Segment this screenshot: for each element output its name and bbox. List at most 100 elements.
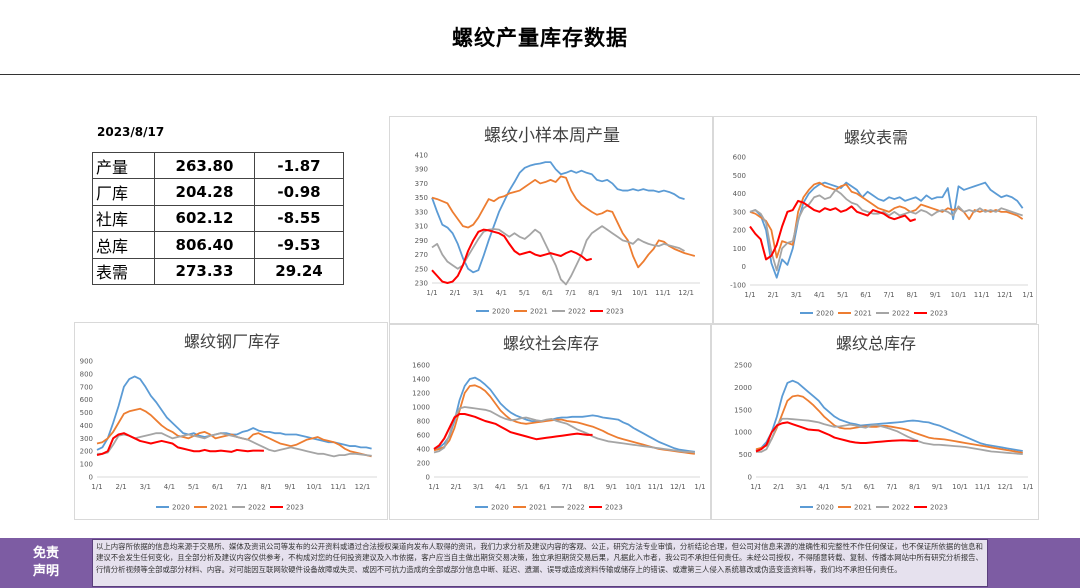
series-line-2023 [431, 228, 593, 284]
x-tick-label: 10/1 [951, 291, 967, 299]
x-tick-label: 3/1 [473, 483, 484, 491]
x-tick-label: 1/1 [750, 483, 761, 491]
stats-table: 产量 263.80 -1.87 厂库 204.28 -0.98 社库 602.12 -8.55 总… [92, 151, 344, 285]
chart-demand-svg: 螺纹表需 -100 0 100 200 300 400 500 600 1/1 2/1 3/1 4/1 5… [730, 128, 1034, 318]
x-tick-label: 1/1 [694, 483, 705, 491]
series-line-2020 [433, 376, 696, 453]
x-tick-label: 11/1 [648, 483, 664, 491]
y-tick-label: 500 [80, 409, 93, 417]
stat-change: -8.55 [254, 204, 344, 233]
series-line-2022 [756, 417, 1023, 456]
stat-name: 表需 [92, 257, 155, 285]
y-tick-label: 400 [733, 190, 746, 198]
series-line-2022 [749, 189, 1023, 272]
chart-total: 螺纹总库存 0 500 1000 1500 2000 2500 1/1 2/1 3/1 4/1 5/1… [711, 324, 1039, 520]
y-tick-label: 400 [417, 446, 430, 454]
x-tick-label: 4/1 [496, 289, 507, 297]
x-tick-label: 12/1 [997, 483, 1013, 491]
y-tick-label: 500 [739, 451, 752, 459]
x-tick-label: 6/1 [212, 483, 223, 491]
chart-demand: 螺纹表需 -100 0 100 200 300 400 500 600 1/1 2/1 3/1 4/1 5… [713, 116, 1037, 324]
x-tick-label: 10/1 [626, 483, 642, 491]
y-tick-label: 1000 [734, 429, 752, 437]
x-tick-label: 1/1 [1022, 291, 1033, 299]
x-tick-label: 11/1 [974, 291, 990, 299]
report-date: 2023/8/17 [97, 125, 165, 139]
series-line-2021 [433, 384, 696, 455]
y-tick-label: 0 [426, 474, 430, 482]
series-line-2023 [433, 413, 593, 450]
stat-change: -9.53 [254, 231, 344, 259]
x-tick-label: 3/1 [140, 483, 151, 491]
series-line-2022 [431, 225, 685, 286]
series-line-2023 [755, 421, 919, 453]
chart-social: 螺纹社会库存 0 200 400 600 800 1000 1200 1400 1600 1/1 2/… [389, 324, 711, 520]
y-tick-label: 300 [80, 435, 93, 443]
y-tick-label: 290 [415, 237, 428, 245]
legend-label: 2020 [491, 504, 509, 512]
x-tick-label: 8/1 [909, 483, 920, 491]
stat-name: 厂库 [92, 178, 155, 206]
y-tick-label: 2500 [734, 362, 752, 370]
stat-name: 社库 [92, 204, 155, 233]
x-tick-label: 2/1 [449, 289, 460, 297]
y-tick-label: 230 [415, 280, 428, 288]
y-tick-label: 100 [733, 245, 746, 253]
y-tick-label: 1200 [412, 390, 430, 398]
x-tick-label: 2/1 [451, 483, 462, 491]
chart-title: 螺纹社会库存 [503, 334, 599, 353]
stat-value: 602.12 [154, 204, 255, 233]
x-tick-label: 4/1 [814, 291, 825, 299]
chart-production-svg: 螺纹小样本周产量 230 250 270 290 310 330 350 370 390 410 1/… [415, 126, 700, 316]
chart-mill-svg: 螺纹钢厂库存 0 100 200 300 400 500 600 700 800 900 1/1 2/1… [80, 332, 377, 512]
series-line-2020 [431, 161, 685, 274]
legend-label: 2021 [529, 504, 547, 512]
legend-label: 2020 [492, 308, 510, 316]
series-line-2020 [755, 379, 1023, 452]
x-tick-label: 5/1 [837, 291, 848, 299]
disclaimer-label-line1: 免责 [32, 546, 59, 561]
disclaimer-text: 以上内容所依据的信息均来源于交易所、媒体及资讯公司等发布的公开资料或通过合法授权… [92, 539, 988, 587]
series-line-2023 [96, 432, 264, 457]
y-tick-label: 300 [733, 208, 746, 216]
chart-production: 螺纹小样本周产量 230 250 270 290 310 330 350 370 390 410 1/… [389, 116, 713, 324]
x-tick-label: 1/1 [428, 483, 439, 491]
stat-value: 273.33 [154, 257, 255, 285]
stats-row: 社库 602.12 -8.55 [92, 204, 344, 233]
disclaimer-label-line2: 声明 [32, 564, 59, 579]
y-tick-label: 330 [415, 208, 428, 216]
legend-label: 2021 [854, 310, 872, 318]
legend-label: 2022 [892, 504, 910, 512]
x-tick-label: 4/1 [164, 483, 175, 491]
x-tick-label: 9/1 [611, 289, 622, 297]
series-line-2021 [96, 407, 372, 458]
x-tick-label: 1/1 [1022, 483, 1033, 491]
x-tick-label: 1/1 [91, 483, 102, 491]
x-tick-label: 9/1 [606, 483, 617, 491]
y-tick-label: 1000 [412, 404, 430, 412]
y-tick-label: 900 [80, 358, 93, 366]
legend-label: 2023 [606, 308, 624, 316]
stats-row: 厂库 204.28 -0.98 [92, 178, 344, 206]
legend-label: 2023 [605, 504, 623, 512]
stat-name: 产量 [92, 151, 155, 180]
x-tick-label: 4/1 [818, 483, 829, 491]
legend-label: 2020 [816, 310, 834, 318]
legend-label: 2021 [854, 504, 872, 512]
chart-mill: 螺纹钢厂库存 0 100 200 300 400 500 600 700 800 900 1/1 2/1… [74, 322, 388, 520]
x-tick-label: 8/1 [907, 291, 918, 299]
x-tick-label: 9/1 [930, 291, 941, 299]
legend-label: 2023 [930, 310, 948, 318]
legend-label: 2022 [892, 310, 910, 318]
y-tick-label: 600 [80, 396, 93, 404]
y-tick-label: 200 [80, 448, 93, 456]
x-tick-label: 2/1 [116, 483, 127, 491]
series-line-2021 [755, 394, 1023, 454]
x-tick-label: 3/1 [791, 291, 802, 299]
x-tick-label: 3/1 [796, 483, 807, 491]
x-tick-label: 8/1 [260, 483, 271, 491]
x-tick-label: 7/1 [236, 483, 247, 491]
x-tick-label: 7/1 [886, 483, 897, 491]
x-tick-label: 6/1 [864, 483, 875, 491]
legend-label: 2022 [248, 504, 266, 512]
